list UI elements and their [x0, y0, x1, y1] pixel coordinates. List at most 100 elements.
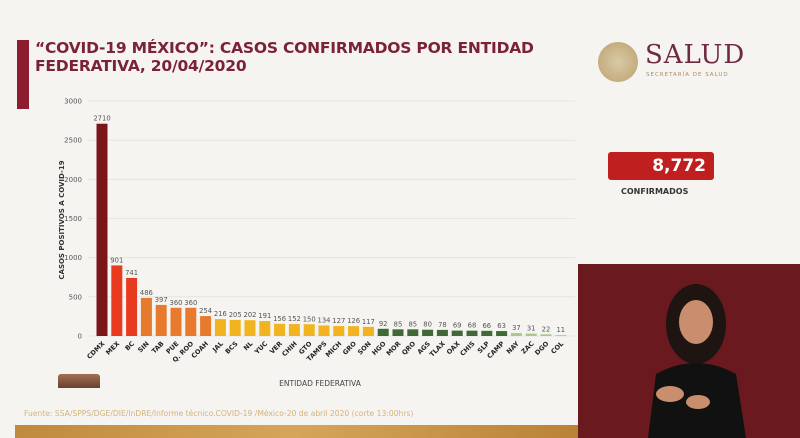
bar — [436, 329, 448, 336]
bar-value-label: 216 — [214, 310, 227, 318]
title-line-2: FEDERATIVA, 20/04/2020 — [35, 57, 247, 75]
bar — [229, 319, 241, 336]
bar-value-label: 397 — [155, 296, 168, 304]
bar — [333, 326, 345, 336]
x-tick-label: YUC — [252, 340, 269, 357]
bar-value-label: 66 — [482, 322, 491, 330]
y-tick-label: 1000 — [64, 254, 82, 262]
bar — [555, 335, 567, 336]
x-tick-label: NAY — [505, 340, 521, 356]
source-note: Fuente: SSA/SPPS/DGE/DIE/InDRE/Informe t… — [24, 409, 414, 418]
bar-value-label: 205 — [229, 311, 242, 319]
bar — [259, 321, 271, 336]
bar-value-label: 126 — [347, 317, 360, 325]
bar — [348, 326, 360, 336]
bar-value-label: 92 — [379, 320, 388, 328]
x-tick-label: TAB — [150, 340, 166, 356]
bar — [451, 330, 463, 336]
bar-value-label: 254 — [199, 307, 212, 315]
x-tick-label: GRO — [341, 339, 358, 356]
bar-value-label: 85 — [394, 320, 403, 328]
bar-value-label: 152 — [288, 315, 301, 323]
bar-value-label: 80 — [423, 321, 432, 329]
bar — [96, 123, 108, 336]
bar — [377, 328, 389, 336]
bar — [303, 324, 315, 336]
bar — [407, 329, 419, 336]
x-axis-label: ENTIDAD FEDERATIVA — [279, 379, 362, 388]
x-tick-label: SON — [356, 340, 373, 357]
x-tick-label: DGO — [533, 339, 550, 356]
bar-value-label: 156 — [273, 315, 286, 323]
bar — [126, 277, 138, 336]
bar — [170, 307, 182, 336]
x-tick-label: CAMP — [485, 340, 506, 361]
bar-value-label: 360 — [184, 299, 197, 307]
bar-value-label: 191 — [258, 312, 271, 320]
bar — [214, 319, 226, 336]
x-tick-label: BC — [123, 340, 136, 353]
x-tick-label: TLAX — [428, 340, 447, 359]
bar-value-label: 134 — [318, 317, 331, 325]
total-confirmed-label: CONFIRMADOS — [621, 187, 689, 196]
skyline-illustration — [58, 374, 100, 388]
bar — [392, 329, 404, 336]
bar-value-label: 901 — [110, 256, 123, 264]
bar-value-label: 741 — [125, 269, 138, 277]
brand-name: SALUD — [645, 40, 746, 70]
y-tick-label: 1500 — [64, 215, 82, 223]
x-tick-label: SIN — [136, 340, 151, 355]
bar — [510, 333, 522, 336]
bar — [288, 324, 300, 336]
x-tick-label: MEX — [104, 340, 121, 357]
total-confirmed-badge: 8,772 — [608, 152, 714, 180]
bar-value-label: 22 — [542, 325, 551, 333]
bar-value-label: 486 — [140, 289, 153, 297]
sign-language-interpreter-video — [578, 264, 800, 438]
bar-value-label: 117 — [362, 318, 375, 326]
x-tick-label: JAL — [210, 340, 225, 355]
bar — [244, 320, 256, 336]
x-tick-label: MICH — [324, 340, 343, 359]
bar-value-label: 31 — [527, 325, 536, 333]
bar — [155, 304, 167, 336]
y-tick-label: 2000 — [64, 176, 82, 184]
x-tick-label: COAH — [190, 340, 210, 360]
interpreter-figure — [648, 284, 746, 438]
bar-value-label: 127 — [332, 317, 345, 325]
brand-subtitle: SECRETARÍA DE SALUD — [646, 72, 729, 78]
bar-value-label: 37 — [512, 324, 521, 332]
bar-value-label: 202 — [244, 311, 257, 319]
bar — [496, 331, 508, 336]
y-tick-label: 0 — [78, 333, 82, 341]
coat-of-arms-logo — [598, 42, 638, 82]
title-accent-bar — [17, 40, 29, 109]
bar — [274, 323, 286, 336]
y-tick-label: 3000 — [64, 98, 82, 106]
y-axis-label: CASOS POSITIVOS A COVID-19 — [58, 160, 66, 279]
x-tick-label: HGO — [370, 339, 388, 357]
bar-value-label: 68 — [468, 322, 477, 330]
x-tick-label: QRO — [400, 339, 417, 356]
x-tick-label: BCS — [224, 340, 240, 356]
bar — [466, 330, 478, 336]
bar-value-label: 63 — [497, 322, 506, 330]
bar — [200, 316, 212, 336]
footer-gold-band — [15, 425, 580, 438]
y-tick-label: 500 — [69, 293, 82, 301]
bar — [481, 330, 493, 336]
x-tick-label: CHIH — [280, 340, 298, 358]
x-tick-label: ZAC — [520, 340, 536, 356]
bar-value-label: 78 — [438, 321, 447, 329]
bar — [540, 334, 552, 336]
bar-value-label: 150 — [303, 315, 316, 323]
x-tick-label: CDMX — [85, 340, 106, 361]
x-tick-label: COL — [549, 340, 565, 356]
bar — [140, 297, 152, 336]
bar — [362, 326, 374, 336]
bar-value-label: 2710 — [93, 115, 110, 123]
bar-value-label: 69 — [453, 322, 462, 330]
x-tick-label: CHIS — [459, 340, 477, 358]
bar-value-label: 85 — [408, 320, 417, 328]
